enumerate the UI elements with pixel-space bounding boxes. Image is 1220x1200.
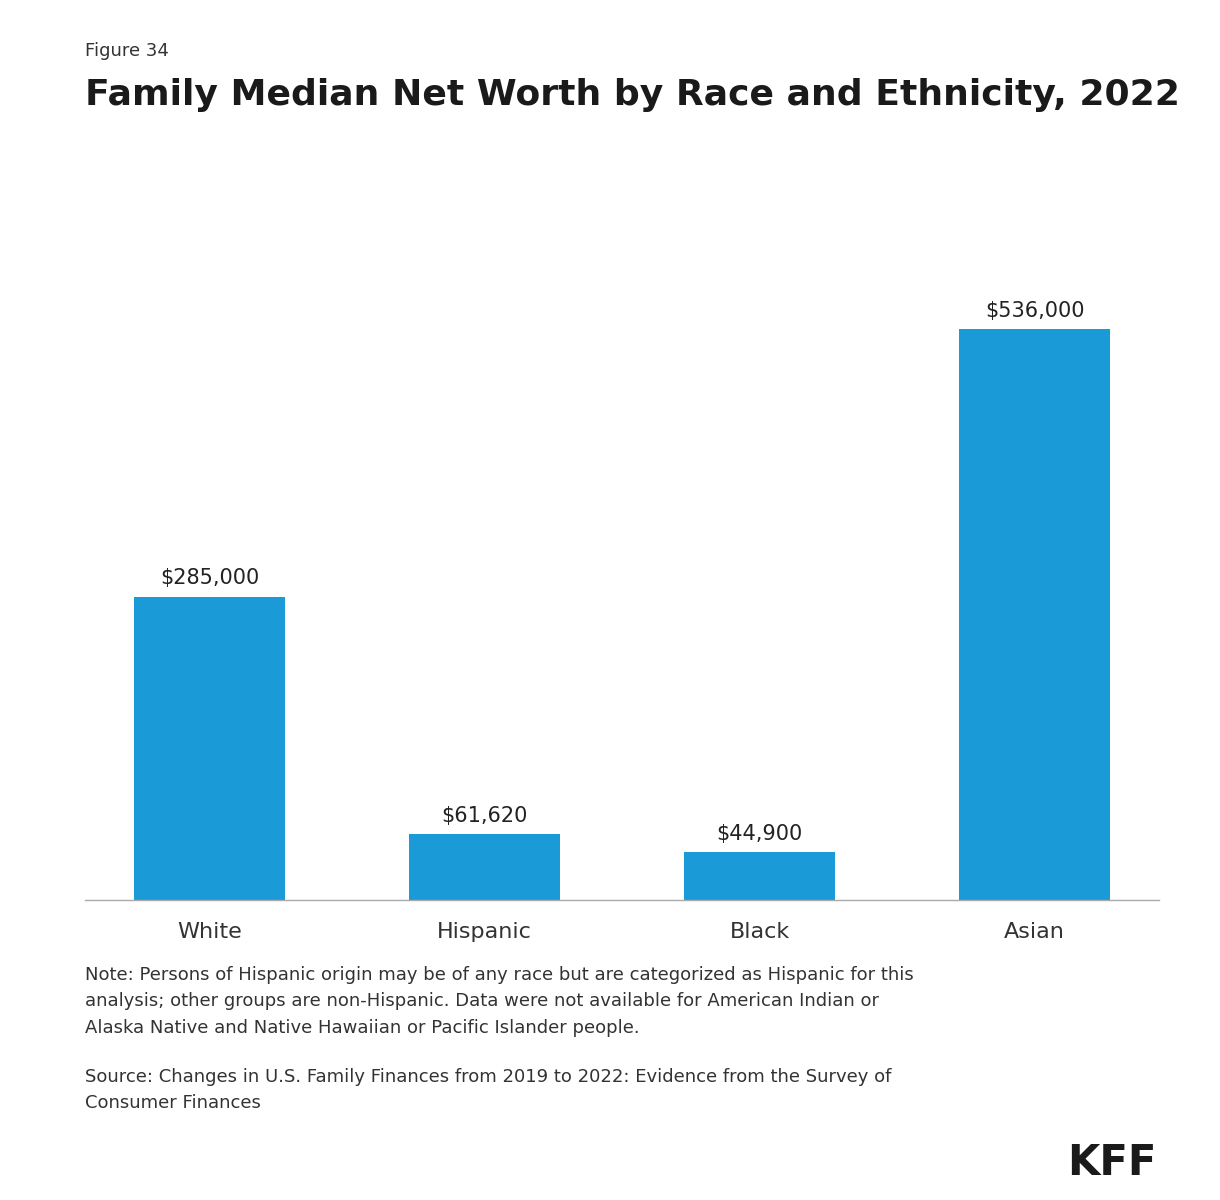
Text: KFF: KFF xyxy=(1068,1142,1157,1184)
Text: Note: Persons of Hispanic origin may be of any race but are categorized as Hispa: Note: Persons of Hispanic origin may be … xyxy=(85,966,914,1037)
Text: $61,620: $61,620 xyxy=(442,806,528,826)
Text: $44,900: $44,900 xyxy=(716,823,803,844)
Text: Source: Changes in U.S. Family Finances from 2019 to 2022: Evidence from the Sur: Source: Changes in U.S. Family Finances … xyxy=(85,1068,892,1112)
Bar xyxy=(409,834,560,900)
Bar xyxy=(959,330,1110,900)
Bar xyxy=(684,852,836,900)
Bar xyxy=(134,596,285,900)
Text: $536,000: $536,000 xyxy=(985,301,1085,320)
Text: Family Median Net Worth by Race and Ethnicity, 2022: Family Median Net Worth by Race and Ethn… xyxy=(85,78,1180,112)
Text: Figure 34: Figure 34 xyxy=(85,42,170,60)
Text: $285,000: $285,000 xyxy=(160,568,260,588)
